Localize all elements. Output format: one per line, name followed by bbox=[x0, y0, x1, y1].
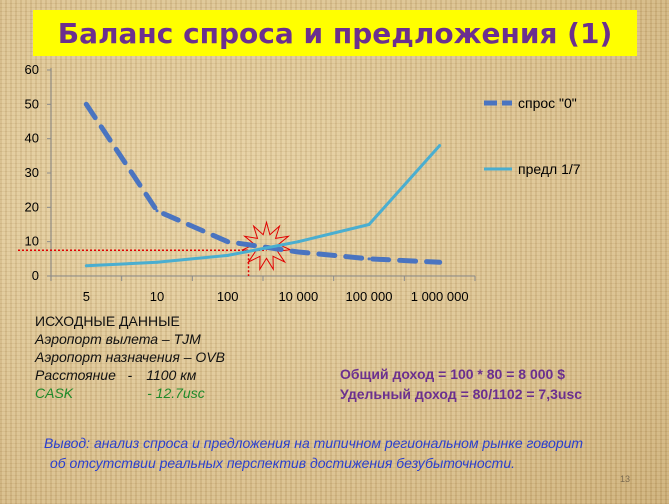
y-tick-label: 60 bbox=[25, 62, 39, 77]
series-point-0 bbox=[367, 257, 371, 261]
input-data-block: ИСХОДНЫЕ ДАННЫЕ Аэропорт вылета – TJM Аэ… bbox=[35, 312, 295, 402]
conclusion-line-1: Вывод: анализ спроса и предложения на ти… bbox=[44, 435, 584, 451]
cask-row: CASK - 12.7usc bbox=[35, 384, 295, 402]
series-point-0 bbox=[155, 209, 159, 213]
chart-axes bbox=[50, 68, 475, 277]
series-point-1 bbox=[438, 144, 442, 148]
series-point-0 bbox=[296, 250, 300, 254]
income-block: Общий доход = 100 * 80 = 8 000 $ Удельны… bbox=[340, 364, 660, 404]
slide-number: 13 bbox=[620, 474, 631, 484]
input-data-heading: ИСХОДНЫЕ ДАННЫЕ bbox=[35, 313, 180, 329]
x-tick-label: 100 000 bbox=[346, 289, 393, 304]
series-line-0 bbox=[83, 101, 443, 265]
intersection-marker bbox=[18, 220, 293, 276]
series-point-0 bbox=[226, 240, 230, 244]
y-tick-label: 50 bbox=[25, 96, 39, 111]
legend-label-0: спрос "0" bbox=[518, 95, 577, 111]
cask-label: CASK bbox=[35, 385, 74, 401]
y-tick-label: 30 bbox=[25, 165, 39, 180]
distance-label: Расстояние - bbox=[35, 367, 133, 383]
distance-row: Расстояние - 1100 км bbox=[35, 366, 295, 384]
series-line-1 bbox=[86, 144, 441, 268]
x-tick-label: 1 000 000 bbox=[411, 289, 469, 304]
cask-value: - 12.7usc bbox=[147, 385, 205, 401]
departure-airport: Аэропорт вылета – TJM bbox=[35, 331, 201, 347]
conclusion-text: Вывод: анализ спроса и предложения на ти… bbox=[44, 433, 604, 473]
slide-title: Баланс спроса и предложения (1) bbox=[33, 10, 637, 56]
arrival-airport: Аэропорт назначения – OVB bbox=[35, 349, 225, 365]
chart-legend: спрос "0" предл 1/7 bbox=[484, 95, 581, 177]
legend-label-1: предл 1/7 bbox=[518, 161, 581, 177]
intersection-burst-icon bbox=[240, 220, 293, 272]
y-tick-label: 10 bbox=[25, 234, 39, 249]
series-point-0 bbox=[438, 260, 442, 264]
conclusion-line-2: об отсутствии реальных перспектив достиж… bbox=[50, 455, 516, 471]
y-tick-label: 0 bbox=[32, 268, 39, 283]
series-point-1 bbox=[226, 253, 230, 257]
series-point-1 bbox=[296, 240, 300, 244]
x-tick-label: 10 000 bbox=[278, 289, 318, 304]
y-axis-ticks: 0 10 20 30 40 50 60 bbox=[25, 62, 51, 283]
x-tick-label: 10 bbox=[150, 289, 164, 304]
series-point-1 bbox=[367, 223, 371, 226]
y-tick-label: 40 bbox=[25, 131, 39, 146]
x-tick-label: 100 bbox=[217, 289, 239, 304]
x-axis-ticks: 5 10 100 10 000 100 000 1 000 000 bbox=[50, 276, 476, 304]
series-point-1 bbox=[155, 260, 159, 264]
distance-value: 1100 км bbox=[146, 367, 197, 383]
series-point-0 bbox=[84, 102, 88, 106]
unit-income: Удельный доход = 80/1102 = 7,3usc bbox=[340, 386, 583, 402]
y-tick-label: 20 bbox=[25, 199, 39, 214]
chart-series bbox=[83, 101, 443, 268]
series-point-1 bbox=[84, 264, 88, 268]
x-tick-label: 5 bbox=[83, 289, 90, 304]
total-income: Общий доход = 100 * 80 = 8 000 $ bbox=[340, 366, 566, 382]
